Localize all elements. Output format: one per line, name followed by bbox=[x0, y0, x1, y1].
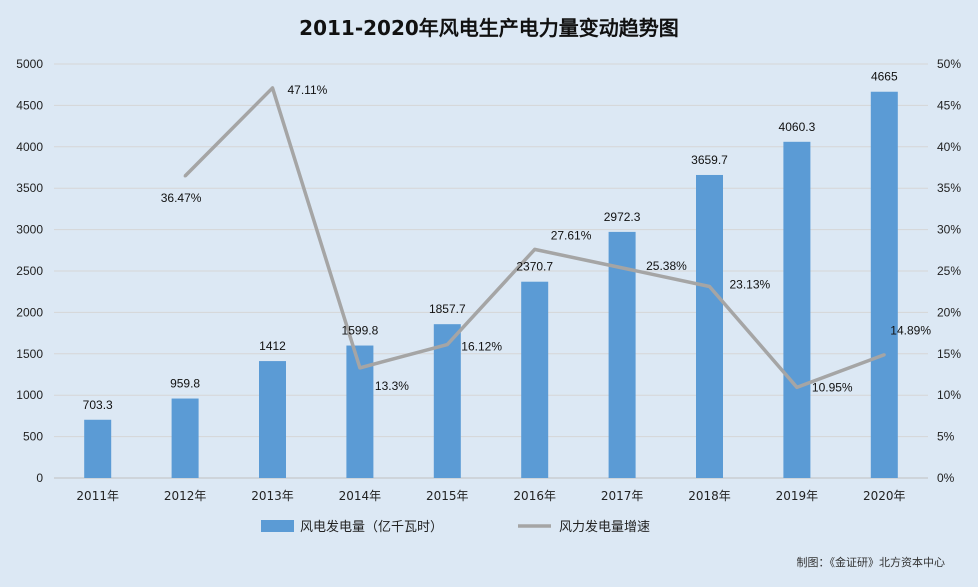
x-tick-label: 2011年 bbox=[76, 489, 119, 503]
line-point bbox=[795, 385, 799, 389]
y-right-tick-label: 35% bbox=[937, 181, 961, 195]
x-axis: 2011年 2012年 2013年 2014年 2015年 2016年 2017年 2018年… bbox=[76, 489, 905, 503]
bar bbox=[696, 174, 723, 478]
bar bbox=[521, 281, 549, 478]
x-tick-label: 2018年 bbox=[688, 489, 731, 503]
line-value-label: 14.89% bbox=[890, 324, 931, 338]
legend-bar-label: 风电发电量（亿千瓦时） bbox=[300, 519, 443, 535]
left-axis: 0 500 1000 1500 2000 2500 3000 3500 4000 4500 5000 bbox=[16, 57, 43, 485]
y-left-tick-label: 2000 bbox=[16, 305, 43, 319]
line-data-labels: 36.47% 47.11% 13.3% 16.12% 27.61% 25.38% 23.13… bbox=[161, 83, 932, 394]
bar-value-label: 2370.7 bbox=[516, 260, 553, 274]
y-left-tick-label: 2500 bbox=[16, 264, 43, 278]
line-point bbox=[620, 266, 624, 270]
x-tick-label: 2020年 bbox=[863, 489, 906, 503]
legend-line-label: 风力发电量增速 bbox=[559, 519, 650, 535]
y-right-tick-label: 50% bbox=[937, 57, 961, 71]
y-right-tick-label: 5% bbox=[937, 430, 955, 444]
y-right-tick-label: 40% bbox=[937, 140, 961, 154]
y-right-tick-label: 15% bbox=[937, 347, 961, 361]
y-left-tick-label: 1000 bbox=[16, 388, 43, 402]
line-value-label: 10.95% bbox=[812, 380, 853, 394]
y-right-tick-label: 45% bbox=[937, 98, 961, 112]
y-right-tick-label: 25% bbox=[937, 264, 961, 278]
line-point bbox=[882, 353, 886, 357]
y-left-tick-label: 3000 bbox=[16, 223, 43, 237]
x-tick-label: 2012年 bbox=[164, 489, 207, 503]
bar bbox=[259, 361, 286, 478]
bar-value-label: 703.3 bbox=[83, 398, 113, 412]
y-right-tick-label: 20% bbox=[937, 305, 961, 319]
bar bbox=[870, 91, 898, 478]
bar bbox=[783, 141, 811, 478]
x-tick-label: 2017年 bbox=[601, 489, 644, 503]
line-value-label: 13.3% bbox=[375, 379, 409, 393]
bar bbox=[171, 398, 199, 478]
y-left-tick-label: 3500 bbox=[16, 181, 43, 195]
y-left-tick-label: 0 bbox=[36, 471, 43, 485]
bar-value-label: 1857.7 bbox=[429, 302, 466, 316]
bar-value-label: 4665 bbox=[871, 70, 898, 84]
y-left-tick-label: 5000 bbox=[16, 57, 43, 71]
line-value-label: 23.13% bbox=[730, 277, 771, 291]
chart-title: 2011-2020年风电生产电力量变动趋势图 bbox=[299, 16, 679, 40]
x-tick-label: 2014年 bbox=[339, 489, 382, 503]
bar bbox=[433, 324, 461, 478]
right-axis: 0% 5% 10% 15% 20% 25% 30% 35% 40% 45% 50% bbox=[937, 57, 961, 485]
y-left-tick-label: 1500 bbox=[16, 347, 43, 361]
y-right-tick-label: 30% bbox=[937, 223, 961, 237]
legend-bar-swatch bbox=[261, 520, 294, 532]
line-value-label: 25.38% bbox=[646, 259, 687, 273]
legend: 风电发电量（亿千瓦时） 风力发电量增速 bbox=[261, 519, 650, 535]
bar-series bbox=[84, 91, 898, 478]
y-left-tick-label: 500 bbox=[23, 430, 43, 444]
bar-value-label: 1599.8 bbox=[342, 324, 379, 338]
bar-value-label: 959.8 bbox=[170, 377, 200, 391]
x-tick-label: 2013年 bbox=[251, 489, 294, 503]
line-series bbox=[183, 86, 886, 390]
bar bbox=[84, 419, 112, 478]
source-note: 制图：《金证研》北方资本中心 bbox=[797, 555, 946, 569]
line-point bbox=[271, 86, 274, 90]
bar-value-label: 4060.3 bbox=[779, 120, 816, 134]
grid-layer bbox=[54, 63, 928, 479]
y-right-tick-label: 10% bbox=[937, 388, 961, 402]
line-point bbox=[445, 343, 449, 347]
line-point bbox=[533, 247, 537, 251]
y-left-tick-label: 4000 bbox=[16, 140, 43, 154]
x-tick-label: 2016年 bbox=[513, 489, 556, 503]
x-tick-label: 2019年 bbox=[776, 489, 819, 503]
line-point bbox=[358, 366, 362, 370]
bar-value-label: 1412 bbox=[259, 339, 286, 353]
bar-value-label: 3659.7 bbox=[691, 153, 728, 167]
x-tick-label: 2015年 bbox=[426, 489, 469, 503]
line-value-label: 36.47% bbox=[161, 191, 202, 205]
line-value-label: 16.12% bbox=[461, 340, 502, 354]
line-point bbox=[183, 174, 187, 178]
line-value-label: 27.61% bbox=[551, 228, 592, 242]
bar-data-labels: 703.3 959.8 1412 1599.8 1857.7 2370.7 2972.3 36… bbox=[83, 70, 898, 412]
line-value-label: 47.11% bbox=[288, 83, 328, 97]
line-point bbox=[708, 284, 711, 288]
y-left-tick-label: 4500 bbox=[16, 98, 43, 112]
bar-value-label: 2972.3 bbox=[604, 210, 641, 224]
bar bbox=[608, 231, 636, 478]
y-right-tick-label: 0% bbox=[937, 471, 955, 485]
